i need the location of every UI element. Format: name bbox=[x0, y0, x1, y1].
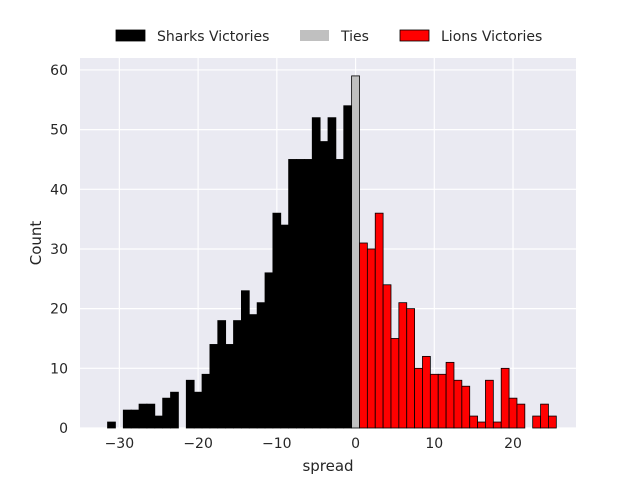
bar-lions-victories bbox=[540, 403, 549, 429]
bar-sharks-victories bbox=[130, 409, 140, 429]
x-tick-label: −20 bbox=[183, 436, 213, 452]
bar-sharks-victories bbox=[122, 409, 132, 429]
bar-lions-victories bbox=[406, 308, 416, 429]
bar-sharks-victories bbox=[201, 373, 211, 429]
bar-sharks-victories bbox=[193, 391, 203, 429]
bar-lions-victories bbox=[516, 403, 526, 429]
bar-sharks-victories bbox=[146, 403, 156, 429]
bars bbox=[107, 75, 557, 429]
bar-sharks-victories bbox=[138, 403, 148, 429]
bar-sharks-victories bbox=[209, 344, 219, 429]
bar-lions-victories bbox=[500, 367, 510, 429]
bar-sharks-victories bbox=[335, 159, 345, 429]
bar-sharks-victories bbox=[343, 105, 353, 429]
bar-sharks-victories bbox=[154, 415, 164, 429]
bar-sharks-victories bbox=[264, 272, 274, 429]
x-axis-label: spread bbox=[302, 457, 353, 475]
y-axis-label: Count bbox=[27, 221, 45, 266]
bar-sharks-victories bbox=[256, 302, 266, 429]
legend-swatch bbox=[399, 29, 430, 42]
bar-sharks-victories bbox=[272, 212, 282, 429]
bar-sharks-victories bbox=[296, 159, 305, 429]
bar-sharks-victories bbox=[248, 314, 258, 429]
bar-lions-victories bbox=[445, 361, 455, 429]
bar-lions-victories bbox=[382, 284, 392, 429]
x-tick-label: −10 bbox=[262, 436, 292, 452]
bar-sharks-victories bbox=[233, 320, 242, 429]
bar-lions-victories bbox=[469, 415, 478, 429]
legend-label: Lions Victories bbox=[441, 29, 542, 45]
bar-lions-victories bbox=[390, 338, 400, 429]
bar-lions-victories bbox=[398, 302, 408, 429]
legend-label: Sharks Victories bbox=[157, 29, 269, 45]
y-tick-label: 0 bbox=[59, 421, 68, 437]
x-tick-label: −30 bbox=[105, 436, 135, 452]
y-tick-label: 20 bbox=[50, 302, 68, 318]
bar-sharks-victories bbox=[319, 141, 329, 429]
bar-lions-victories bbox=[461, 385, 471, 429]
bar-lions-victories bbox=[422, 355, 431, 429]
bar-sharks-victories bbox=[217, 320, 227, 429]
bar-sharks-victories bbox=[107, 421, 116, 429]
bar-lions-victories bbox=[437, 373, 447, 429]
bar-lions-victories bbox=[492, 421, 502, 429]
bar-sharks-victories bbox=[225, 344, 234, 429]
bar-sharks-victories bbox=[170, 391, 179, 429]
y-tick-label: 10 bbox=[50, 361, 68, 377]
bar-lions-victories bbox=[508, 397, 518, 429]
x-tick-label: 20 bbox=[504, 436, 522, 452]
bar-sharks-victories bbox=[280, 224, 290, 429]
y-tick-label: 60 bbox=[50, 63, 68, 79]
y-tick-label: 30 bbox=[50, 242, 68, 258]
bar-sharks-victories bbox=[162, 397, 171, 429]
bar-lions-victories bbox=[374, 212, 384, 429]
bar-lions-victories bbox=[548, 415, 557, 429]
bar-sharks-victories bbox=[240, 290, 250, 429]
bar-lions-victories bbox=[532, 415, 541, 429]
legend-swatch bbox=[300, 30, 329, 41]
bar-lions-victories bbox=[429, 373, 439, 429]
x-tick-label: 10 bbox=[425, 436, 443, 452]
bar-lions-victories bbox=[414, 367, 423, 429]
bar-sharks-victories bbox=[327, 117, 337, 429]
bar-lions-victories bbox=[485, 379, 494, 429]
y-tick-label: 50 bbox=[50, 123, 68, 139]
legend-label: Ties bbox=[340, 29, 369, 45]
x-tick-label: 0 bbox=[351, 436, 360, 452]
tick-labels: −30 −20 −10 0 10 20 0 10 20 30 40 50 60 bbox=[50, 63, 522, 452]
bar-lions-victories bbox=[453, 379, 463, 429]
bar-sharks-victories bbox=[311, 117, 321, 429]
y-tick-label: 40 bbox=[50, 182, 68, 198]
bar-sharks-victories bbox=[303, 159, 313, 429]
bar-sharks-victories bbox=[185, 379, 195, 429]
legend: Sharks Victories Ties Lions Victories bbox=[115, 29, 542, 45]
bar-lions-victories bbox=[366, 248, 376, 429]
bar-sharks-victories bbox=[288, 159, 297, 429]
legend-swatch bbox=[115, 29, 146, 42]
bar-lions-victories bbox=[477, 421, 486, 429]
bar-ties bbox=[351, 75, 360, 429]
bar-lions-victories bbox=[359, 242, 368, 429]
